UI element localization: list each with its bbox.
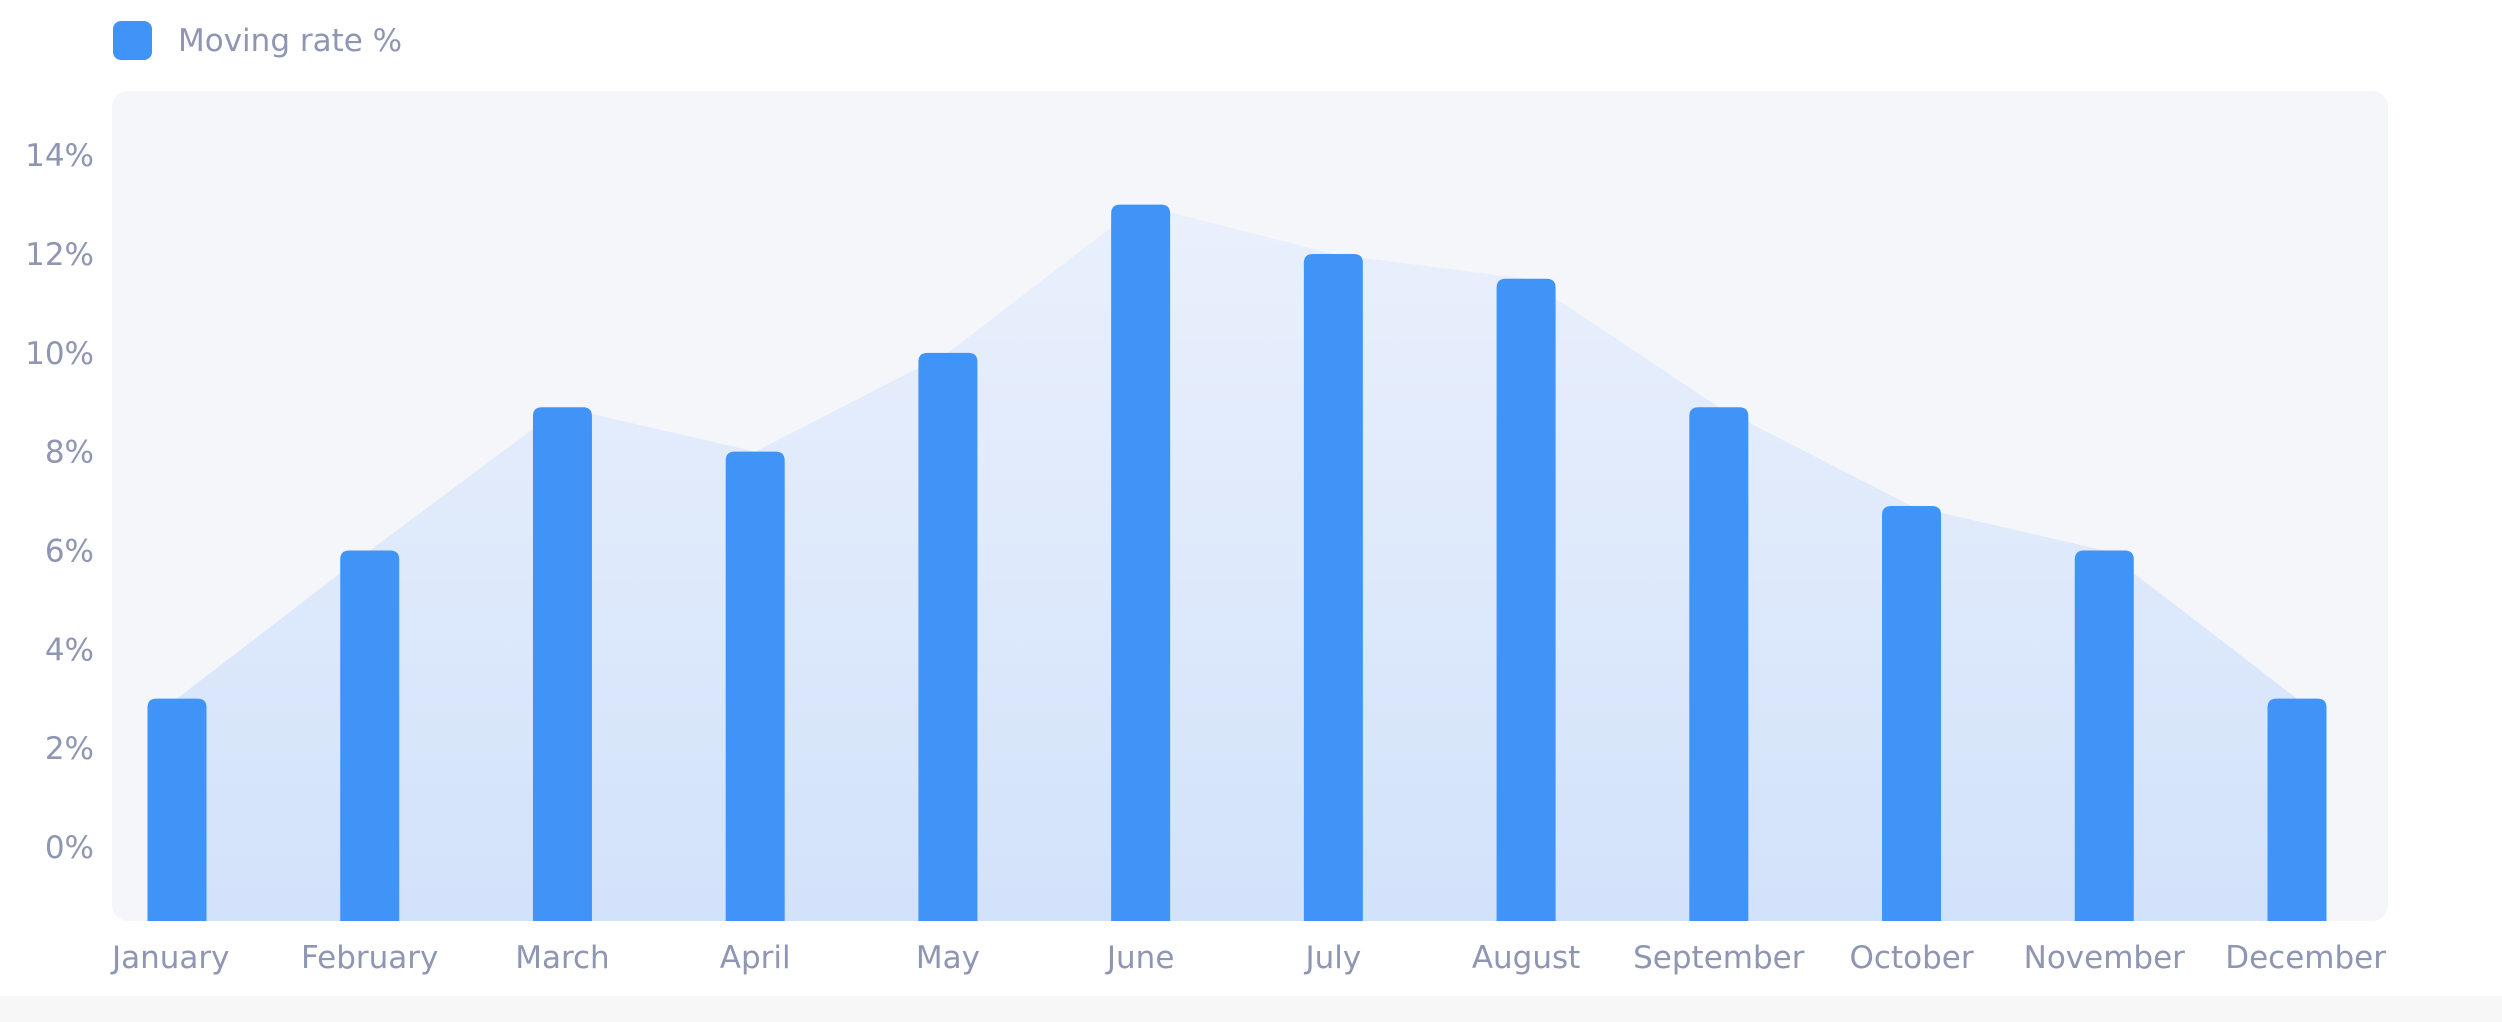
y-tick-label: 0% — [45, 830, 94, 866]
x-tick-label-july: July — [1303, 940, 1361, 976]
x-tick-label-may: May — [916, 940, 980, 976]
y-tick-label: 8% — [45, 435, 94, 471]
bar-march — [532, 407, 592, 921]
bar-april — [725, 451, 785, 921]
bar-june — [1111, 204, 1171, 921]
legend-label-moving-rate: Moving rate % — [178, 23, 402, 59]
y-tick-label: 12% — [25, 237, 94, 273]
x-axis: January February March April May June July Augu… — [110, 940, 2386, 976]
bars — [147, 204, 2327, 922]
x-tick-label-october: October — [1850, 940, 1974, 976]
legend-swatch-moving-rate — [113, 21, 152, 60]
y-tick-label: 14% — [25, 138, 94, 174]
bar-january — [147, 698, 207, 921]
trend-area — [177, 204, 2297, 921]
bar-july — [1303, 254, 1363, 922]
x-tick-label-november: November — [2024, 940, 2186, 976]
y-tick-label: 6% — [45, 533, 94, 569]
x-tick-label-september: September — [1633, 940, 1805, 976]
legend: Moving rate % — [113, 21, 402, 60]
bar-may — [918, 352, 978, 922]
bar-september — [1689, 407, 1749, 921]
y-tick-label: 10% — [25, 336, 94, 372]
x-tick-label-december: December — [2225, 940, 2386, 976]
y-tick-label: 4% — [45, 632, 94, 668]
bar-february — [340, 550, 400, 921]
y-axis: 0% 2% 4% 6% 8% 10% 12% 14% — [25, 138, 94, 866]
bar-august — [1496, 278, 1556, 921]
x-tick-label-april: April — [720, 940, 791, 976]
bar-november — [2074, 550, 2134, 921]
x-tick-label-june: June — [1105, 940, 1175, 976]
x-tick-label-august: August — [1472, 940, 1581, 976]
x-tick-label-march: March — [515, 940, 610, 976]
bottom-strip — [0, 996, 2502, 1022]
bar-december — [2267, 698, 2327, 921]
x-tick-label-january: January — [110, 940, 230, 976]
bar-october — [1882, 506, 1942, 921]
y-tick-label: 2% — [45, 731, 94, 767]
x-tick-label-february: February — [301, 940, 438, 976]
